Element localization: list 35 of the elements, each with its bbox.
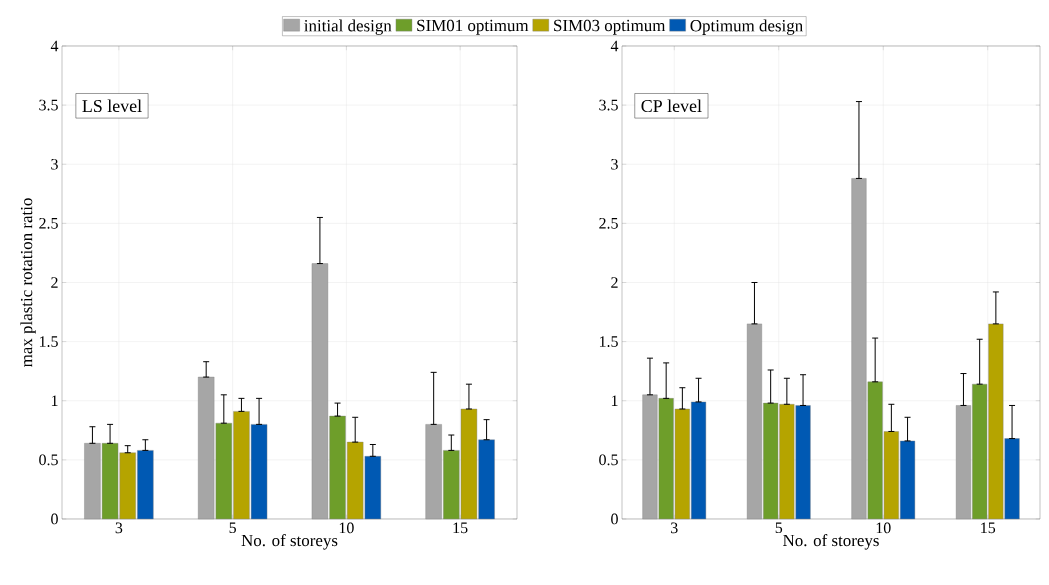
y-tick-label: 4 xyxy=(50,40,59,52)
y-tick-label: 2 xyxy=(51,277,58,288)
y-tick-label: 1 xyxy=(611,395,618,406)
y-tick-label: 2 xyxy=(611,277,618,288)
y-tick-label: 3 xyxy=(611,158,618,170)
legend-label: Optimum design xyxy=(690,19,803,35)
y-tick-label: 3.5 xyxy=(39,99,58,111)
x-tick-label: 3 xyxy=(671,522,678,534)
annotation: LS level xyxy=(82,99,142,113)
y-tick-label: 3.5 xyxy=(599,99,618,111)
x-tick-label: 5 xyxy=(775,522,783,534)
y-tick-label: 0 xyxy=(51,513,58,525)
x-axis-title: No. of storeys xyxy=(241,534,338,550)
legend-label: SIM01 optimum xyxy=(417,19,529,35)
legend-label: SIM03 optimum xyxy=(554,19,666,35)
x-tick-label: 10 xyxy=(339,522,354,534)
y-tick-label: 2.5 xyxy=(39,217,58,229)
x-tick-label: 3 xyxy=(115,522,123,534)
x-tick-label: 15 xyxy=(453,522,468,534)
y-tick-label: 0.5 xyxy=(599,454,618,466)
y-axis-title: max plastic rotation ratio xyxy=(20,198,36,368)
y-tick-label: 4 xyxy=(610,40,619,52)
y-tick-label: 1 xyxy=(51,395,58,406)
annotation: CP level xyxy=(641,99,702,113)
y-tick-label: 0 xyxy=(611,513,618,525)
y-tick-label: 3 xyxy=(51,158,58,170)
x-tick-label: 10 xyxy=(876,522,891,534)
x-tick-label: 5 xyxy=(229,522,236,534)
y-tick-label: 1.5 xyxy=(599,336,618,347)
x-tick-label: 15 xyxy=(981,522,996,534)
legend-label: initial design xyxy=(304,19,392,35)
y-tick-label: 1.5 xyxy=(39,336,58,347)
x-axis-title: No. of storeys xyxy=(783,534,879,550)
y-tick-label: 2.5 xyxy=(599,217,618,229)
y-tick-label: 0.5 xyxy=(39,454,58,466)
